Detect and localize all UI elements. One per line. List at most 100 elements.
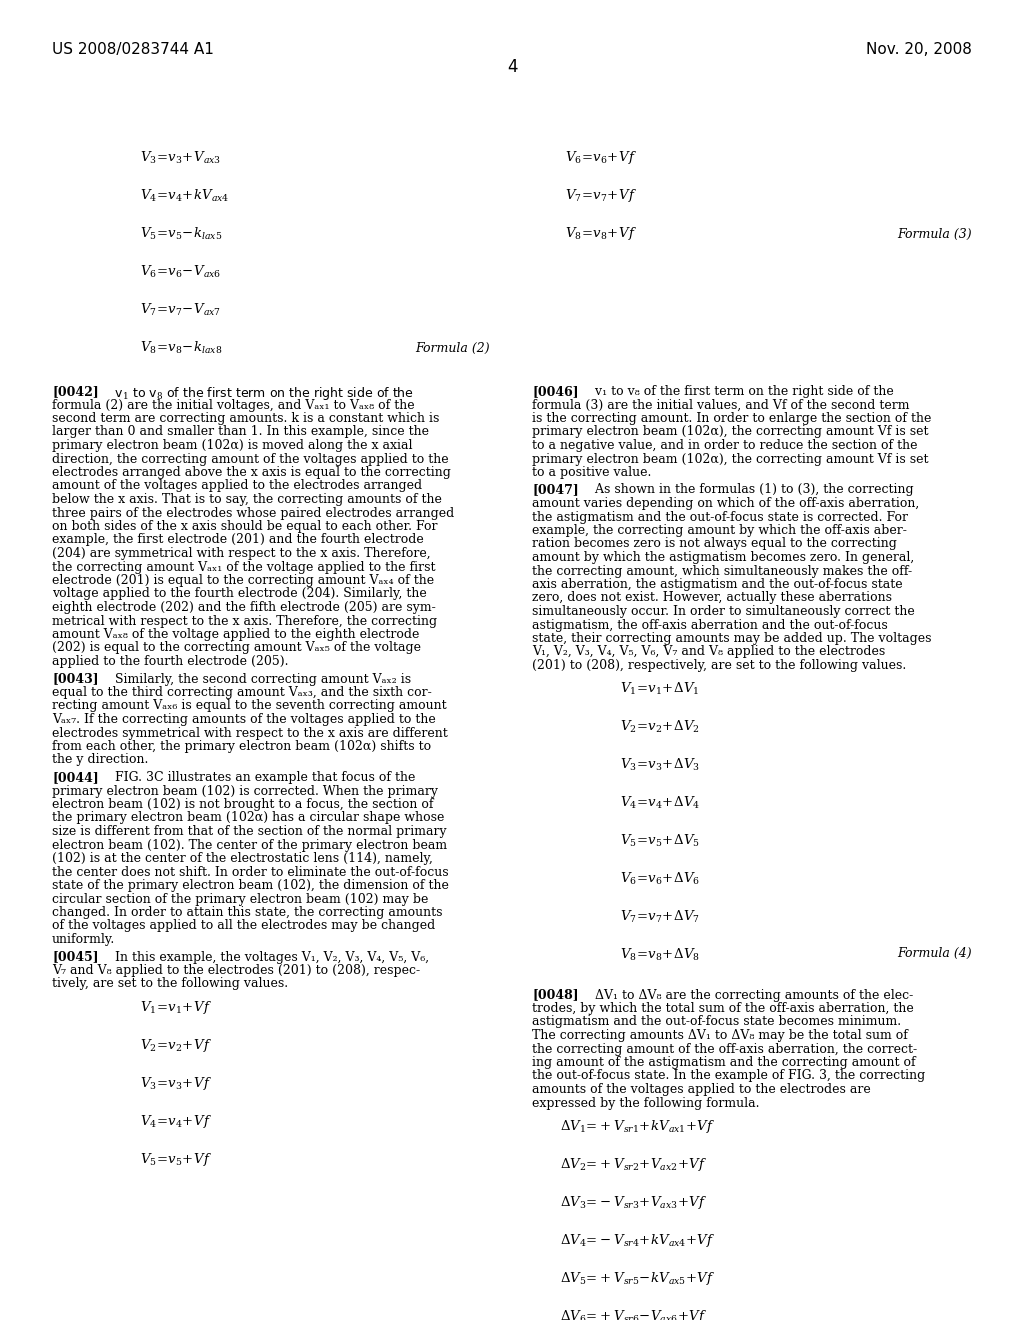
Text: axis aberration, the astigmatism and the out-of-focus state: axis aberration, the astigmatism and the… xyxy=(532,578,902,591)
Text: (204) are symmetrical with respect to the x axis. Therefore,: (204) are symmetrical with respect to th… xyxy=(52,546,431,560)
Text: $V_4\!=\!v_4\!+\!\Delta V_4$: $V_4\!=\!v_4\!+\!\Delta V_4$ xyxy=(620,795,700,810)
Text: v₁ to v₈ of the first term on the right side of the: v₁ to v₈ of the first term on the right … xyxy=(587,385,894,399)
Text: expressed by the following formula.: expressed by the following formula. xyxy=(532,1097,760,1110)
Text: trodes, by which the total sum of the off-axis aberration, the: trodes, by which the total sum of the of… xyxy=(532,1002,913,1015)
Text: equal to the third correcting amount Vₐₓ₃, and the sixth cor-: equal to the third correcting amount Vₐₓ… xyxy=(52,686,432,700)
Text: [0042]: [0042] xyxy=(52,385,98,399)
Text: $V_5\!=\!v_5\!+\!\Delta V_5$: $V_5\!=\!v_5\!+\!\Delta V_5$ xyxy=(620,833,699,849)
Text: metrical with respect to the x axis. Therefore, the correcting: metrical with respect to the x axis. The… xyxy=(52,615,437,627)
Text: tively, are set to the following values.: tively, are set to the following values. xyxy=(52,978,288,990)
Text: $V_4\!=\!v_4\!+\!Vf$: $V_4\!=\!v_4\!+\!Vf$ xyxy=(140,1113,212,1130)
Text: direction, the correcting amount of the voltages applied to the: direction, the correcting amount of the … xyxy=(52,453,449,466)
Text: Formula (2): Formula (2) xyxy=(416,342,490,355)
Text: [0047]: [0047] xyxy=(532,483,579,496)
Text: the out-of-focus state. In the example of FIG. 3, the correcting: the out-of-focus state. In the example o… xyxy=(532,1069,926,1082)
Text: the correcting amount, which simultaneously makes the off-: the correcting amount, which simultaneou… xyxy=(532,565,912,578)
Text: In this example, the voltages V₁, V₂, V₃, V₄, V₅, V₆,: In this example, the voltages V₁, V₂, V₃… xyxy=(106,950,429,964)
Text: from each other, the primary electron beam (102α) shifts to: from each other, the primary electron be… xyxy=(52,741,431,752)
Text: $V_5\!=\!v_5\!+\!Vf$: $V_5\!=\!v_5\!+\!Vf$ xyxy=(140,1151,212,1168)
Text: larger than 0 and smaller than 1. In this example, since the: larger than 0 and smaller than 1. In thi… xyxy=(52,425,429,438)
Text: [0048]: [0048] xyxy=(532,989,579,1002)
Text: amounts of the voltages applied to the electrodes are: amounts of the voltages applied to the e… xyxy=(532,1082,870,1096)
Text: recting amount Vₐₓ₆ is equal to the seventh correcting amount: recting amount Vₐₓ₆ is equal to the seve… xyxy=(52,700,446,713)
Text: electrodes symmetrical with respect to the x axis are different: electrodes symmetrical with respect to t… xyxy=(52,726,447,739)
Text: $V_2\!=\!v_2\!+\!\Delta V_2$: $V_2\!=\!v_2\!+\!\Delta V_2$ xyxy=(620,718,699,735)
Text: $V_8\!=\!v_8\!+\!\Delta V_8$: $V_8\!=\!v_8\!+\!\Delta V_8$ xyxy=(620,946,699,962)
Text: three pairs of the electrodes whose paired electrodes arranged: three pairs of the electrodes whose pair… xyxy=(52,507,455,520)
Text: primary electron beam (102α), the correcting amount Vf is set: primary electron beam (102α), the correc… xyxy=(532,425,929,438)
Text: example, the first electrode (201) and the fourth electrode: example, the first electrode (201) and t… xyxy=(52,533,424,546)
Text: $\Delta V_3\!=\!-V_{sr3}\!+\!V_{ax3}\!+\!Vf$: $\Delta V_3\!=\!-V_{sr3}\!+\!V_{ax3}\!+\… xyxy=(560,1195,708,1210)
Text: $V_7\!=\!v_7\!-\!V_{ax7}$: $V_7\!=\!v_7\!-\!V_{ax7}$ xyxy=(140,302,221,318)
Text: $\Delta V_5\!=\!+V_{sr5}\!-\!kV_{ax5}\!+\!Vf$: $\Delta V_5\!=\!+V_{sr5}\!-\!kV_{ax5}\!+… xyxy=(560,1270,716,1287)
Text: $V_6\!=\!v_6\!+\!Vf$: $V_6\!=\!v_6\!+\!Vf$ xyxy=(565,149,637,166)
Text: ration becomes zero is not always equal to the correcting: ration becomes zero is not always equal … xyxy=(532,537,897,550)
Text: ΔV₁ to ΔV₈ are the correcting amounts of the elec-: ΔV₁ to ΔV₈ are the correcting amounts of… xyxy=(587,989,913,1002)
Text: of the voltages applied to all the electrodes may be changed: of the voltages applied to all the elect… xyxy=(52,920,435,932)
Text: amount of the voltages applied to the electrodes arranged: amount of the voltages applied to the el… xyxy=(52,479,422,492)
Text: $\Delta V_6\!=\!+V_{sr6}\!-\!V_{ax6}\!+\!Vf$: $\Delta V_6\!=\!+V_{sr6}\!-\!V_{ax6}\!+\… xyxy=(560,1308,708,1320)
Text: state, their correcting amounts may be added up. The voltages: state, their correcting amounts may be a… xyxy=(532,632,932,645)
Text: voltage applied to the fourth electrode (204). Similarly, the: voltage applied to the fourth electrode … xyxy=(52,587,427,601)
Text: eighth electrode (202) and the fifth electrode (205) are sym-: eighth electrode (202) and the fifth ele… xyxy=(52,601,436,614)
Text: $V_3\!=\!v_3\!+\!\Delta V_3$: $V_3\!=\!v_3\!+\!\Delta V_3$ xyxy=(620,756,699,772)
Text: FIG. 3C illustrates an example that focus of the: FIG. 3C illustrates an example that focu… xyxy=(106,771,416,784)
Text: V₇ and V₈ applied to the electrodes (201) to (208), respec-: V₇ and V₈ applied to the electrodes (201… xyxy=(52,964,420,977)
Text: primary electron beam (102) is corrected. When the primary: primary electron beam (102) is corrected… xyxy=(52,784,438,797)
Text: electron beam (102) is not brought to a focus, the section of: electron beam (102) is not brought to a … xyxy=(52,799,433,810)
Text: Nov. 20, 2008: Nov. 20, 2008 xyxy=(866,42,972,57)
Text: formula (3) are the initial values, and Vf of the second term: formula (3) are the initial values, and … xyxy=(532,399,909,412)
Text: $V_6\!=\!v_6\!+\!\Delta V_6$: $V_6\!=\!v_6\!+\!\Delta V_6$ xyxy=(620,870,700,887)
Text: to a positive value.: to a positive value. xyxy=(532,466,651,479)
Text: $V_8\!=\!v_8\!-\!k_{lax8}$: $V_8\!=\!v_8\!-\!k_{lax8}$ xyxy=(140,341,222,356)
Text: size is different from that of the section of the normal primary: size is different from that of the secti… xyxy=(52,825,446,838)
Text: (201) to (208), respectively, are set to the following values.: (201) to (208), respectively, are set to… xyxy=(532,659,906,672)
Text: primary electron beam (102α) is moved along the x axial: primary electron beam (102α) is moved al… xyxy=(52,440,413,451)
Text: $V_7\!=\!v_7\!+\!\Delta V_7$: $V_7\!=\!v_7\!+\!\Delta V_7$ xyxy=(620,908,699,924)
Text: to a negative value, and in order to reduce the section of the: to a negative value, and in order to red… xyxy=(532,440,918,451)
Text: is the correcting amount. In order to enlarge the section of the: is the correcting amount. In order to en… xyxy=(532,412,932,425)
Text: amount varies depending on which of the off-axis aberration,: amount varies depending on which of the … xyxy=(532,498,920,510)
Text: $V_8\!=\!v_8\!+\!Vf$: $V_8\!=\!v_8\!+\!Vf$ xyxy=(565,226,637,243)
Text: $\Delta V_2\!=\!+V_{sr2}\!+\!V_{ax2}\!+\!Vf$: $\Delta V_2\!=\!+V_{sr2}\!+\!V_{ax2}\!+\… xyxy=(560,1156,708,1173)
Text: electron beam (102). The center of the primary electron beam: electron beam (102). The center of the p… xyxy=(52,838,447,851)
Text: primary electron beam (102α), the correcting amount Vf is set: primary electron beam (102α), the correc… xyxy=(532,453,929,466)
Text: state of the primary electron beam (102), the dimension of the: state of the primary electron beam (102)… xyxy=(52,879,449,892)
Text: astigmatism, the off-axis aberration and the out-of-focus: astigmatism, the off-axis aberration and… xyxy=(532,619,888,631)
Text: $\Delta V_4\!=\!-V_{sr4}\!+\!kV_{ax4}\!+\!Vf$: $\Delta V_4\!=\!-V_{sr4}\!+\!kV_{ax4}\!+… xyxy=(560,1232,716,1249)
Text: V₁, V₂, V₃, V₄, V₅, V₆, V₇ and V₈ applied to the electrodes: V₁, V₂, V₃, V₄, V₅, V₆, V₇ and V₈ applie… xyxy=(532,645,886,659)
Text: changed. In order to attain this state, the correcting amounts: changed. In order to attain this state, … xyxy=(52,906,442,919)
Text: circular section of the primary electron beam (102) may be: circular section of the primary electron… xyxy=(52,892,428,906)
Text: formula (2) are the initial voltages, and Vₐₓ₁ to Vₐₓ₈ of the: formula (2) are the initial voltages, an… xyxy=(52,399,415,412)
Text: the correcting amount Vₐₓ₁ of the voltage applied to the first: the correcting amount Vₐₓ₁ of the voltag… xyxy=(52,561,435,573)
Text: below the x axis. That is to say, the correcting amounts of the: below the x axis. That is to say, the co… xyxy=(52,492,442,506)
Text: $V_5\!=\!v_5\!-\!k_{lax5}$: $V_5\!=\!v_5\!-\!k_{lax5}$ xyxy=(140,226,222,242)
Text: As shown in the formulas (1) to (3), the correcting: As shown in the formulas (1) to (3), the… xyxy=(587,483,913,496)
Text: astigmatism and the out-of-focus state becomes minimum.: astigmatism and the out-of-focus state b… xyxy=(532,1015,901,1028)
Text: amount Vₐₓ₈ of the voltage applied to the eighth electrode: amount Vₐₓ₈ of the voltage applied to th… xyxy=(52,628,420,642)
Text: amount by which the astigmatism becomes zero. In general,: amount by which the astigmatism becomes … xyxy=(532,550,914,564)
Text: [0046]: [0046] xyxy=(532,385,579,399)
Text: $V_7\!=\!v_7\!+\!Vf$: $V_7\!=\!v_7\!+\!Vf$ xyxy=(565,187,637,205)
Text: 4: 4 xyxy=(507,58,517,77)
Text: Formula (3): Formula (3) xyxy=(897,227,972,240)
Text: Vₐₓ₇. If the correcting amounts of the voltages applied to the: Vₐₓ₇. If the correcting amounts of the v… xyxy=(52,713,436,726)
Text: $V_3\!=\!v_3\!+\!Vf$: $V_3\!=\!v_3\!+\!Vf$ xyxy=(140,1074,212,1092)
Text: ing amount of the astigmatism and the correcting amount of: ing amount of the astigmatism and the co… xyxy=(532,1056,915,1069)
Text: zero, does not exist. However, actually these aberrations: zero, does not exist. However, actually … xyxy=(532,591,892,605)
Text: the primary electron beam (102α) has a circular shape whose: the primary electron beam (102α) has a c… xyxy=(52,812,444,825)
Text: example, the correcting amount by which the off-axis aber-: example, the correcting amount by which … xyxy=(532,524,907,537)
Text: Similarly, the second correcting amount Vₐₓ₂ is: Similarly, the second correcting amount … xyxy=(106,672,411,685)
Text: the astigmatism and the out-of-focus state is corrected. For: the astigmatism and the out-of-focus sta… xyxy=(532,511,908,524)
Text: $\Delta V_1\!=\!+V_{sr1}\!+\!kV_{ax1}\!+\!Vf$: $\Delta V_1\!=\!+V_{sr1}\!+\!kV_{ax1}\!+… xyxy=(560,1118,716,1135)
Text: $V_1\!=\!v_1\!+\!Vf$: $V_1\!=\!v_1\!+\!Vf$ xyxy=(140,999,212,1016)
Text: Formula (4): Formula (4) xyxy=(897,946,972,960)
Text: (102) is at the center of the electrostatic lens (114), namely,: (102) is at the center of the electrosta… xyxy=(52,851,433,865)
Text: $V_6\!=\!v_6\!-\!V_{ax6}$: $V_6\!=\!v_6\!-\!V_{ax6}$ xyxy=(140,264,221,280)
Text: the center does not shift. In order to eliminate the out-of-focus: the center does not shift. In order to e… xyxy=(52,866,449,879)
Text: (202) is equal to the correcting amount Vₐₓ₅ of the voltage: (202) is equal to the correcting amount … xyxy=(52,642,421,655)
Text: $V_3\!=\!v_3\!+\!V_{ax3}$: $V_3\!=\!v_3\!+\!V_{ax3}$ xyxy=(140,150,221,166)
Text: the correcting amount of the off-axis aberration, the correct-: the correcting amount of the off-axis ab… xyxy=(532,1043,918,1056)
Text: applied to the fourth electrode (205).: applied to the fourth electrode (205). xyxy=(52,655,289,668)
Text: [0043]: [0043] xyxy=(52,672,98,685)
